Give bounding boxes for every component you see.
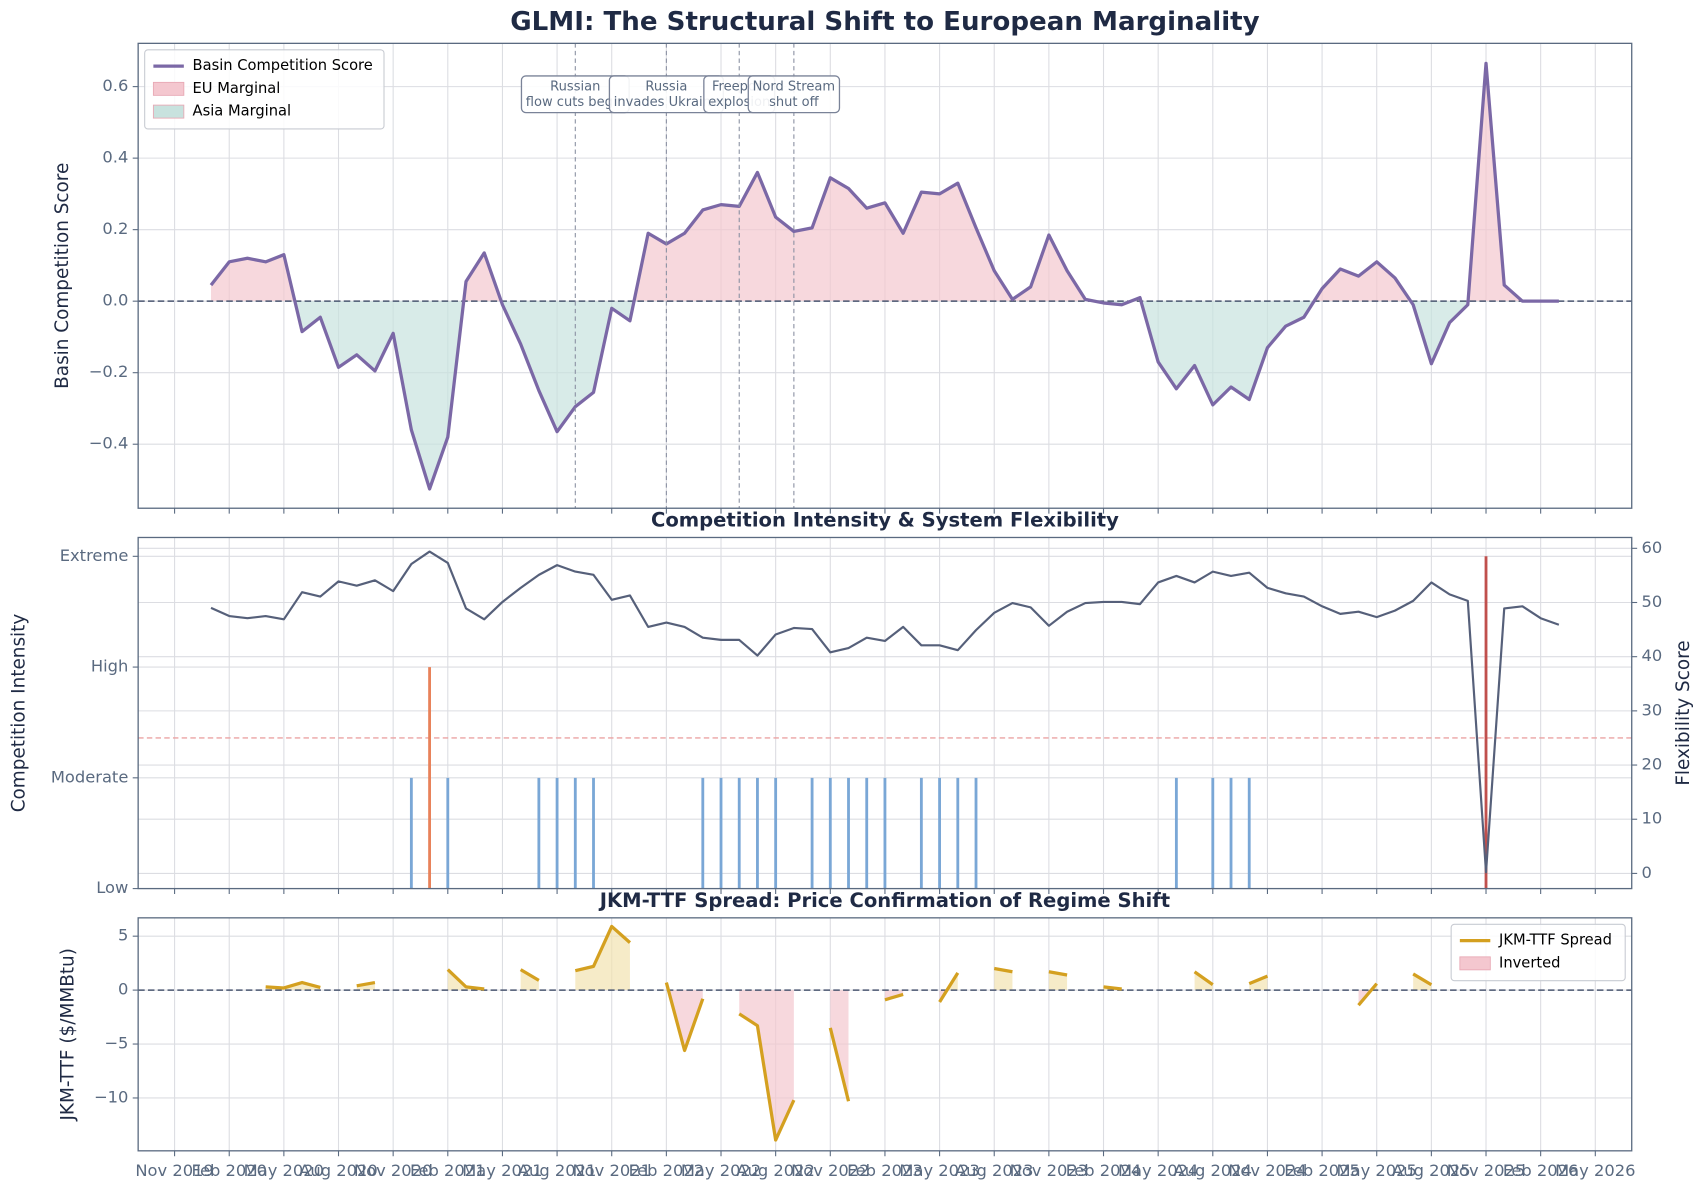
legend-label: Basin Competition Score xyxy=(193,57,373,74)
y2-tick-label: 30 xyxy=(1642,700,1663,719)
x-tick-label: Nov 2022 xyxy=(791,1161,869,1180)
annotation-box xyxy=(747,75,841,114)
x-tick-label: Aug 2024 xyxy=(1174,1161,1252,1180)
x-tick-label: May 2026 xyxy=(1555,1161,1635,1180)
x-tick-label: Nov 2024 xyxy=(1228,1161,1306,1180)
x-tick-label: May 2022 xyxy=(681,1161,761,1180)
x-tick-label: Nov 2019 xyxy=(135,1161,213,1180)
y-tick-label: 0.4 xyxy=(102,148,128,167)
x-tick-label: Aug 2021 xyxy=(518,1161,596,1180)
y-tick-label: Low xyxy=(96,878,128,897)
y2-tick-label: 20 xyxy=(1642,755,1663,774)
x-tick-label: Aug 2023 xyxy=(955,1161,1033,1180)
x-tick-label: Aug 2025 xyxy=(1392,1161,1470,1180)
area-fill xyxy=(666,990,703,1051)
x-tick-label: Nov 2023 xyxy=(1010,1161,1088,1180)
y-tick-label: −0.4 xyxy=(89,434,129,453)
annotation-line: flow cuts begin xyxy=(526,94,625,109)
y-tick-label: −5 xyxy=(104,1034,128,1053)
annotation-line: invades Ukraine xyxy=(614,94,719,109)
panel-title: JKM-TTF Spread: Price Confirmation of Re… xyxy=(598,889,1170,912)
y-tick-label: 0 xyxy=(118,980,128,999)
legend-label: Asia Marginal xyxy=(193,103,292,120)
legend-patch xyxy=(152,81,185,96)
y-tick-label: 5 xyxy=(118,926,128,945)
x-tick-label: Feb 2021 xyxy=(410,1161,486,1180)
x-tick-label: Aug 2020 xyxy=(299,1161,377,1180)
x-tick-label: Aug 2022 xyxy=(736,1161,814,1180)
legend-label: EU Marginal xyxy=(193,80,281,97)
y-tick-label: 0.2 xyxy=(102,219,128,238)
legend-patch xyxy=(152,104,185,119)
y2-tick-label: 60 xyxy=(1642,538,1663,557)
annotation-text: Nord Stream shut off xyxy=(753,79,835,109)
chart-title: GLMI: The Structural Shift to European M… xyxy=(510,7,1259,37)
annotation-line: shut off xyxy=(769,94,820,109)
y-tick-label: High xyxy=(91,657,128,676)
x-tick-label: May 2020 xyxy=(244,1161,324,1180)
x-tick-label: May 2025 xyxy=(1337,1161,1417,1180)
legend-label: JKM-TTF Spread xyxy=(1498,932,1612,949)
area-fill xyxy=(520,969,539,991)
annotation-line: Russia xyxy=(645,79,687,94)
annotation-line: Russian xyxy=(550,79,600,94)
area-fill xyxy=(447,969,485,991)
legend-box xyxy=(144,49,385,130)
x-tick-label: Feb 2022 xyxy=(629,1161,705,1180)
series-line xyxy=(265,924,1433,1142)
area-fill xyxy=(739,990,794,1141)
area-fill xyxy=(994,968,1013,991)
y2-tick-label: 10 xyxy=(1642,809,1663,828)
x-tick-label: Nov 2021 xyxy=(572,1161,650,1180)
panel-title: Competition Intensity & System Flexibili… xyxy=(651,509,1119,532)
area-fill xyxy=(830,990,849,1102)
y2-tick-label: 40 xyxy=(1642,646,1663,665)
x-tick-label: May 2021 xyxy=(462,1161,542,1180)
x-tick-label: May 2024 xyxy=(1118,1161,1198,1180)
legend-box xyxy=(1450,923,1626,982)
x-tick-label: Nov 2025 xyxy=(1447,1161,1525,1180)
x-tick-label: Feb 2024 xyxy=(1066,1161,1142,1180)
y-tick-label: 0.0 xyxy=(102,291,128,310)
area-fill xyxy=(211,301,1559,489)
flexibility-line xyxy=(210,550,1560,874)
y-tick-label: −10 xyxy=(94,1087,128,1106)
y-tick-label: 0.6 xyxy=(102,76,128,95)
area-fill xyxy=(575,926,630,991)
annotation-line: Nord Stream xyxy=(753,79,835,94)
area-fill xyxy=(211,63,1523,302)
plot-frame xyxy=(137,42,1633,509)
y2-axis-label: Flexibility Score xyxy=(1673,640,1694,785)
legend-label: Inverted xyxy=(1499,954,1560,971)
x-tick-label: Feb 2026 xyxy=(1503,1161,1579,1180)
annotation-text: Russia invades Ukraine xyxy=(614,79,719,109)
x-tick-label: May 2023 xyxy=(899,1161,979,1180)
x-tick-label: Feb 2023 xyxy=(847,1161,923,1180)
annotation-text: Russian flow cuts begin xyxy=(526,79,625,109)
y-axis-label: Competition Intensity xyxy=(9,614,30,813)
plot-frame xyxy=(137,536,1633,890)
y-axis-label: JKM-TTF ($/MMBtu) xyxy=(58,948,79,1121)
series-line xyxy=(209,61,1559,491)
plot-frame xyxy=(137,917,1633,1152)
y-tick-label: Moderate xyxy=(51,767,129,786)
x-tick-label: Nov 2020 xyxy=(354,1161,432,1180)
area-fill xyxy=(1048,971,1068,991)
legend-patch xyxy=(1459,956,1491,971)
y-tick-label: −0.2 xyxy=(89,362,129,381)
area-fill xyxy=(1358,990,1377,1006)
x-tick-label: Feb 2020 xyxy=(191,1161,267,1180)
y-tick-label: Extreme xyxy=(60,546,129,565)
y-axis-label: Basin Competition Score xyxy=(52,163,73,389)
y2-tick-label: 0 xyxy=(1642,863,1652,882)
x-tick-label: Feb 2025 xyxy=(1284,1161,1360,1180)
y2-tick-label: 50 xyxy=(1642,592,1663,611)
